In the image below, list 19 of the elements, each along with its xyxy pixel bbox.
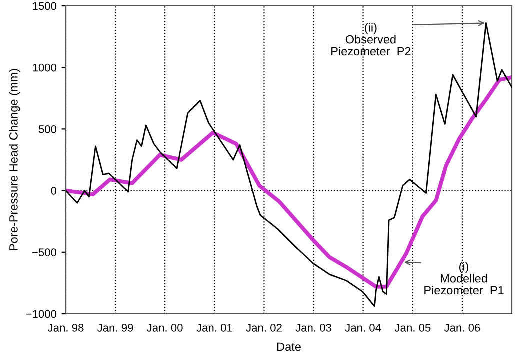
x-axis-title: Date (278, 342, 301, 352)
y-tick-label: −500 (32, 248, 57, 257)
x-tick-label: Jan. 03 (296, 324, 332, 332)
x-tick-label: Jan. 02 (246, 324, 282, 332)
y-tick-label: 1500 (33, 2, 57, 10)
x-tick-label: Jan. 98 (48, 324, 84, 332)
x-tick-label: Jan. 01 (196, 324, 232, 332)
x-tick-label: Jan. 05 (394, 324, 431, 332)
annotation: (i) Modelled Piezometer P1 (424, 262, 504, 295)
y-tick-label: 1000 (33, 64, 57, 72)
y-tick-label: 0 (51, 187, 57, 195)
y-tick-label: −1000 (26, 310, 57, 318)
y-tick-label: 500 (38, 125, 57, 134)
annotation: (ii) Observed Piezometer P2 (332, 23, 411, 56)
x-tick-label: Jan. 99 (97, 324, 134, 332)
x-tick-label: Jan. 00 (147, 324, 183, 332)
x-tick-label: Jan. 06 (444, 324, 480, 332)
x-tick-label: Jan. 04 (345, 324, 382, 332)
y-axis-title: Pore-Pressure Head Change (mm) (9, 69, 20, 251)
